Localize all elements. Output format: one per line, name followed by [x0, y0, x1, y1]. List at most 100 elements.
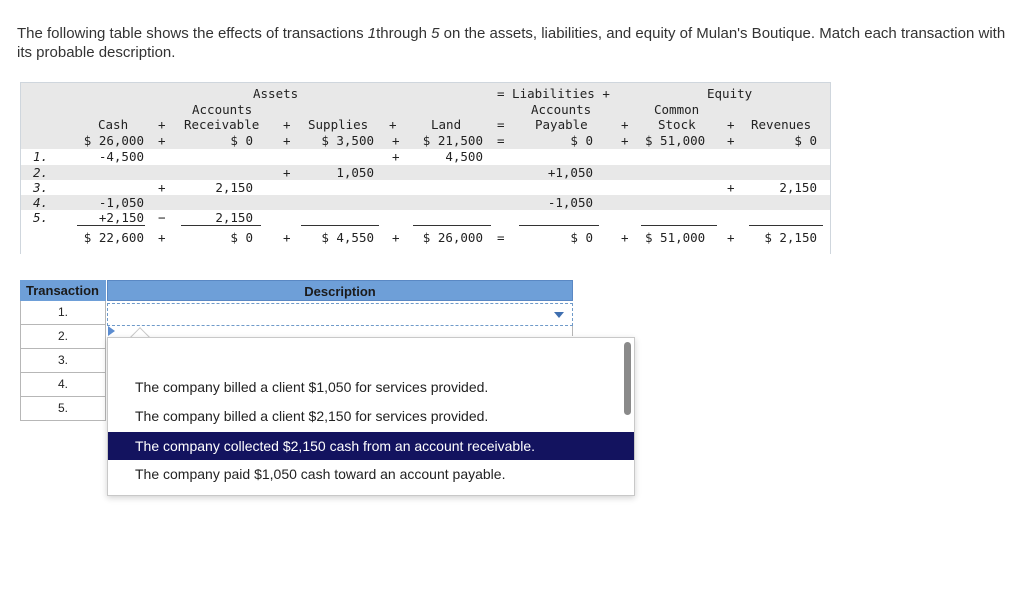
- prompt-text-c: on the assets, liabilities, and equity o…: [17, 25, 1006, 61]
- total-ap: $ 0: [570, 230, 593, 245]
- row-band-5: [21, 210, 830, 225]
- prompt-first: 1: [367, 25, 377, 42]
- description-cell-row-2[interactable]: [107, 326, 573, 336]
- total-plus-2: +: [283, 230, 291, 245]
- r5-ar: 2,150: [215, 210, 253, 225]
- row-label-2: 2.: [33, 165, 49, 180]
- total-plus-4: +: [621, 230, 629, 245]
- col-cs-line1: Common: [654, 102, 700, 117]
- heading-liabilities: = Liabilities +: [497, 86, 610, 101]
- r1-plus: +: [392, 149, 400, 164]
- total-plus-5: +: [727, 230, 735, 245]
- equals-b: =: [497, 133, 505, 148]
- row-band-3: [21, 180, 830, 195]
- underline-cash: [77, 225, 145, 226]
- total-equals: =: [497, 230, 505, 245]
- plus-5: +: [727, 117, 735, 132]
- underline-cs: [641, 225, 717, 226]
- accounting-equation-table: Assets = Liabilities + Equity Accounts A…: [20, 82, 831, 255]
- total-supplies: $ 4,550: [321, 230, 374, 245]
- plus-3: +: [389, 117, 397, 132]
- r3-rev: 2,150: [779, 180, 817, 195]
- r1-land: 4,500: [445, 149, 483, 164]
- dropdown-option-3[interactable]: The company collected $2,150 cash from a…: [108, 432, 634, 460]
- r5-minus: −: [158, 210, 166, 225]
- total-ar: $ 0: [230, 230, 253, 245]
- row-band-1: [21, 149, 830, 165]
- col-cs-line2: Stock: [658, 117, 696, 132]
- r5-cash: +2,150: [98, 210, 144, 225]
- begin-land: $ 21,500: [422, 133, 483, 148]
- heading-equity: Equity: [707, 86, 753, 101]
- plus-b3: +: [392, 133, 400, 148]
- r2-ap: +1,050: [547, 165, 593, 180]
- underline-supplies: [301, 225, 379, 226]
- underline-land: [413, 225, 491, 226]
- col-land: Land: [431, 117, 462, 132]
- col-ap-line1: Accounts: [531, 102, 592, 117]
- underline-rev: [749, 225, 823, 226]
- r1-cash: -4,500: [98, 149, 144, 164]
- dropdown-scrollbar[interactable]: [624, 342, 631, 415]
- transaction-row-5: 5.: [20, 397, 106, 421]
- col-ar-line2: Receivable: [184, 117, 260, 132]
- question-prompt: The following table shows the effects of…: [17, 24, 1007, 62]
- row-label-5: 5.: [33, 210, 49, 225]
- plus-b4: +: [621, 133, 629, 148]
- begin-cs: $ 51,000: [645, 133, 706, 148]
- r4-cash: -1,050: [98, 195, 144, 210]
- r3-ar: 2,150: [215, 180, 253, 195]
- plus-b2: +: [283, 133, 291, 148]
- dropdown-option-1[interactable]: The company billed a client $1,050 for s…: [135, 379, 489, 395]
- heading-assets: Assets: [253, 86, 299, 101]
- r3-plus: +: [158, 180, 166, 195]
- begin-ar: $ 0: [230, 133, 253, 148]
- row-band-2: [21, 165, 830, 180]
- prompt-text-a: The following table shows the effects of…: [17, 25, 368, 42]
- transaction-row-4: 4.: [20, 373, 106, 397]
- col-cash: Cash: [98, 117, 129, 132]
- col-ap-line2: Payable: [535, 117, 588, 132]
- col-supplies: Supplies: [308, 117, 369, 132]
- plus-2: +: [283, 117, 291, 132]
- totals-band: [21, 225, 830, 255]
- description-select-row-1[interactable]: [107, 303, 573, 326]
- total-cs: $ 51,000: [645, 230, 706, 245]
- plus-1: +: [158, 117, 166, 132]
- r3-plus-2: +: [727, 180, 735, 195]
- total-land: $ 26,000: [422, 230, 483, 245]
- underline-ap: [519, 225, 599, 226]
- description-header: Description: [107, 280, 573, 301]
- prompt-last: 5: [431, 25, 440, 42]
- begin-rev: $ 0: [794, 133, 817, 148]
- plus-b1: +: [158, 133, 166, 148]
- transaction-row-2: 2.: [20, 325, 106, 349]
- total-plus-3: +: [392, 230, 400, 245]
- dropdown-option-2[interactable]: The company billed a client $2,150 for s…: [135, 408, 489, 424]
- begin-supplies: $ 3,500: [321, 133, 374, 148]
- row-label-3: 3.: [33, 180, 49, 195]
- equals-1: =: [497, 117, 505, 132]
- begin-ap: $ 0: [570, 133, 593, 148]
- plus-b5: +: [727, 133, 735, 148]
- transaction-row-3: 3.: [20, 349, 106, 373]
- prompt-text-b: through: [376, 25, 432, 42]
- caret-right-icon: [108, 326, 115, 336]
- row-band-4: [21, 195, 830, 210]
- plus-4: +: [621, 117, 629, 132]
- r4-ap: -1,050: [547, 195, 593, 210]
- col-ar-line1: Accounts: [192, 102, 253, 117]
- row-label-4: 4.: [33, 195, 49, 210]
- transaction-row-1: 1.: [20, 301, 106, 325]
- underline-ar: [181, 225, 261, 226]
- col-revenues: Revenues: [751, 117, 812, 132]
- begin-cash: $ 26,000: [83, 133, 144, 148]
- r2-supplies: 1,050: [336, 165, 374, 180]
- total-rev: $ 2,150: [764, 230, 817, 245]
- total-plus-1: +: [158, 230, 166, 245]
- total-cash: $ 22,600: [83, 230, 144, 245]
- dropdown-option-4[interactable]: The company paid $1,050 cash toward an a…: [135, 466, 506, 482]
- transaction-header: Transaction: [20, 280, 106, 301]
- description-dropdown[interactable]: The company billed a client $1,050 for s…: [107, 337, 635, 496]
- chevron-down-icon[interactable]: [554, 312, 564, 318]
